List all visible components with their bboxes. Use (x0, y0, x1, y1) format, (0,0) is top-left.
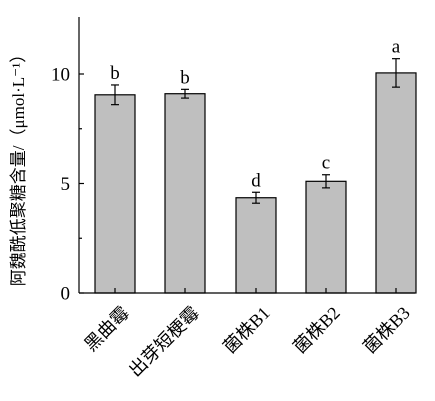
y-tick-label: 10 (51, 65, 70, 86)
significance-label-5: a (392, 37, 401, 58)
bar-3 (235, 197, 277, 294)
significance-label-3: d (251, 170, 261, 191)
y-axis: 0 5 10 (51, 17, 84, 305)
x-tick-label-2: 出芽短梗霉 (125, 303, 203, 381)
error-bars-group (111, 58, 400, 204)
bar-4 (305, 180, 347, 294)
x-tick-label-3: 菌株B1 (219, 303, 273, 357)
bar-2 (164, 93, 206, 294)
y-tick-label: 5 (61, 174, 71, 195)
y-tick-label: 0 (61, 284, 71, 305)
significance-label-1: b (110, 63, 120, 84)
bar-1 (94, 94, 136, 294)
significance-labels-group: b b d c a (110, 37, 401, 192)
x-tick-label-4: 菌株B2 (289, 303, 343, 357)
bar-5 (375, 72, 417, 294)
x-tick-label-1: 黑曲霉 (81, 303, 133, 355)
y-axis-title: 阿魏酰低聚糖含量/（μmol·L⁻¹） (9, 46, 28, 286)
significance-label-4: c (322, 153, 330, 174)
significance-label-2: b (180, 67, 190, 88)
x-tick-label-5: 菌株B3 (359, 303, 413, 357)
